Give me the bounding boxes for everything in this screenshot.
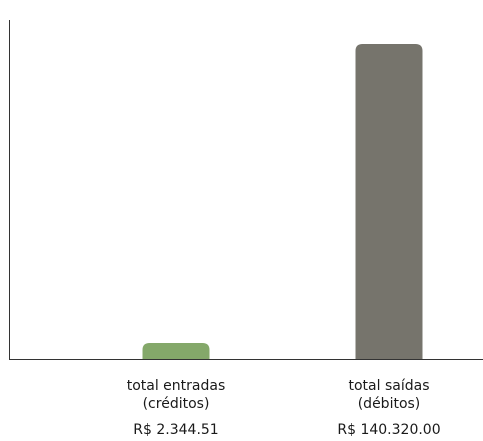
value-label-0: R$ 2.344.51 [133, 422, 218, 438]
bar-0 [142, 343, 210, 359]
category-label-0-1: (créditos) [143, 396, 210, 412]
category-label-0-0: total entradas [127, 378, 226, 394]
bar-1 [355, 44, 423, 359]
category-label-1-1: (débitos) [358, 396, 421, 412]
bars-group [142, 44, 423, 359]
value-label-1: R$ 140.320.00 [337, 422, 440, 438]
labels-group: total entradas (créditos) R$ 2.344.51 total… [127, 378, 441, 438]
category-label-1-0: total saídas [349, 378, 430, 394]
